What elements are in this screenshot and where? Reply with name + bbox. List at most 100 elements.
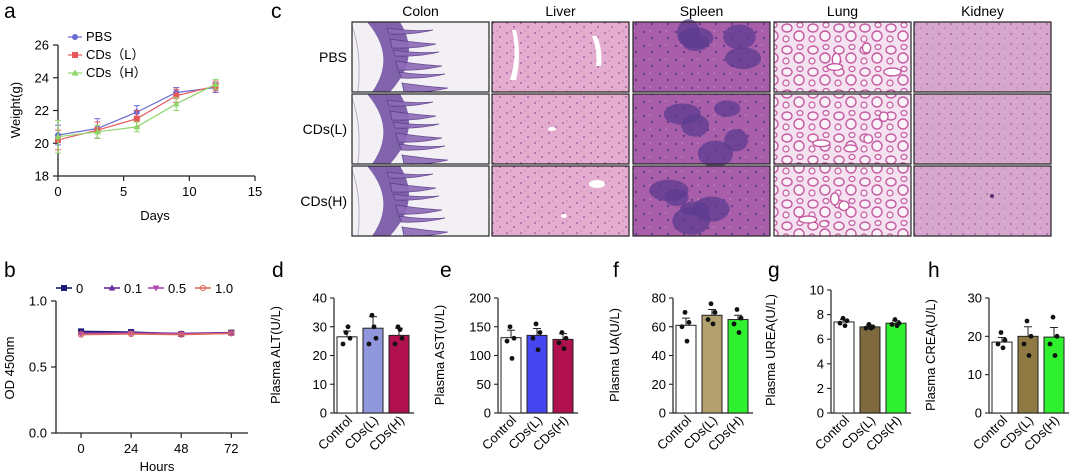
od-y-tick-label: 1.0 [29,294,47,309]
colon-fold [395,132,443,143]
histology-image-border [632,165,771,237]
bar-data-point [1021,341,1027,347]
bar-data-point [705,317,711,322]
bar-data-point [392,341,398,347]
od-legend-marker [152,285,160,292]
lung-alveolus [861,42,872,54]
od-point [228,330,235,337]
bar-data-point [1024,318,1030,324]
bar-data-point [844,318,850,324]
weight-legend-label: CDs（L） [86,47,145,62]
bar-data-point [399,335,405,341]
bar-y-tick-label: 80 [652,291,666,306]
bar [500,337,522,414]
od-chart: 0.0 0.5 1.0 0 24 48 72 0 0.1 0.5 1.0 [29,281,248,456]
bar-data-point [736,330,742,335]
histology-image-colon [351,21,490,93]
bar-y-axis-label: Plasma CREA(U/L) [923,299,938,411]
bar-data-point [366,341,372,347]
lung-alveolus [798,215,818,224]
bar [833,321,855,414]
bar-data-point [1052,353,1058,358]
bar-data-point [563,335,569,341]
weight-point [54,133,62,140]
spleen-white-pulp [697,140,733,168]
bar-y-tick-label: 40 [652,348,666,363]
liver-tissue [492,166,629,236]
bar-data-point [1047,341,1053,347]
histology-image-border [491,93,630,165]
bar [362,327,384,414]
lung-alveolus [863,133,874,144]
od-legend-label: 1.0 [215,281,233,296]
bar-data-point [371,324,377,330]
panel-c-letter: c [271,0,282,23]
od-y-axis-label: OD 450nm [2,337,17,400]
panel-a-letter: a [4,0,16,23]
panel-a: a 18 20 22 24 26 0 5 10 15 PBS CDs（L） CDs（H） Days W… [4,0,262,223]
bar-y-axis-label: Plasma AST(U/L) [432,305,447,405]
weight-chart: 18 20 22 24 26 0 5 10 15 PBS CDs（L） CDs（H） [35,29,263,199]
weight-y-tick-label: 22 [35,103,49,118]
lung-alveolus [812,139,831,148]
bar-y-tick-label: 20 [968,329,982,344]
histology-image-border [491,165,630,237]
bar-data-point [556,340,562,346]
colon-fold [398,143,446,151]
histology-image-liver [491,165,630,237]
panel-f-letter: f [613,259,619,282]
histology-row-label: CDs(H) [300,193,347,209]
colon-edge [351,169,360,237]
lung-alveolus [843,144,859,153]
liver-vessel [548,127,556,131]
colon-background [352,94,489,164]
bar-data-point [731,321,737,327]
spleen-white-pulp [649,179,689,202]
bar-y-tick-label: 0 [484,406,491,421]
weight-x-tick-label: 15 [248,184,262,199]
bar [336,336,358,414]
lung-alveolus [838,200,850,212]
histology-image-border [632,93,771,165]
bar-y-tick-label: 20 [652,377,666,392]
colon-mucosa [367,94,409,164]
weight-legend-label: PBS [86,29,112,44]
histology-image-border [773,21,912,93]
bar [675,324,697,414]
histology-row-label: CDs(L) [303,121,347,137]
weight-point [133,115,140,122]
histology-image-spleen [632,165,771,237]
bar-data-point [340,341,346,347]
bar-y-tick-label: 0 [320,406,327,421]
colon-fold [386,99,434,107]
spleen-white-pulp [724,47,762,70]
weight-point [172,100,180,107]
colon-fold [395,60,443,71]
bar-y-tick-label: 6 [817,332,824,347]
bar-y-tick-label: 40 [313,291,327,306]
colon-fold [398,71,446,79]
od-x-tick-label: 48 [174,441,188,456]
bar-data-point [889,322,895,327]
weight-point [212,80,219,87]
panel-b-letter: b [4,259,16,282]
spleen-white-pulp [724,128,748,152]
colon-fold [389,38,437,49]
weight-y-axis-label: Weight(g) [8,82,23,138]
panel-c: c Colon Liver Spleen Lung Kidney PBS CDs(L) CDs… [271,0,1052,237]
bar-data-point [397,327,403,333]
bar-data-point [1026,353,1032,358]
spleen-white-pulp [682,34,709,52]
bar-data-point [1028,333,1034,339]
bar-y-tick-label: 10 [968,367,982,382]
bar-data-point [369,312,375,318]
colon-fold [392,193,440,201]
histology-grid: Colon Liver Spleen Lung Kidney PBS CDs(L) CDs(H… [300,3,1052,237]
histology-image-colon [351,93,490,165]
histology-image-kidney [913,21,1052,93]
bar-y-tick-label: 10 [810,283,824,298]
bar-data-point [535,347,541,353]
od-legend-marker [199,284,207,292]
